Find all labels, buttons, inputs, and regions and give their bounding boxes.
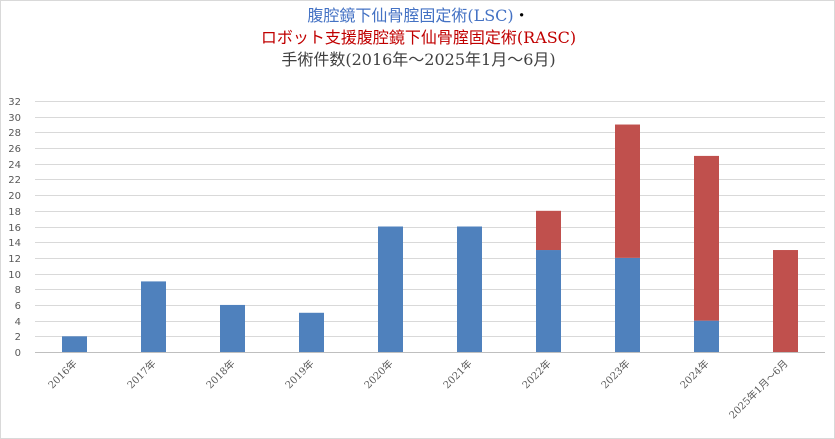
bar-lsc [615,257,640,352]
bar-lsc [378,226,403,352]
chart-title: 腹腔鏡下仙骨腟固定術(LSC)・ ロボット支援腹腔鏡下仙骨腟固定術(RASC) … [1,5,835,71]
bar-lsc [220,304,245,352]
y-tick-label: 26 [8,144,21,155]
title-separator: ・ [513,6,530,25]
y-tick-label: 32 [8,97,21,108]
x-tick-label: 2016年 [45,357,79,391]
x-tick-label: 2021年 [440,357,474,391]
title-lsc-text: 腹腔鏡下仙骨腟固定術(LSC) [307,6,514,25]
x-tick-label: 2017年 [124,357,158,391]
y-tick-label: 30 [8,113,21,124]
title-line-rasc: ロボット支援腹腔鏡下仙骨腟固定術(RASC) [260,28,577,47]
y-tick-label: 2 [15,332,21,343]
y-tick-label: 6 [15,301,21,312]
title-line-count: 手術件数(2016年～2025年1月～6月) [281,50,556,69]
x-tick-label: 2020年 [361,357,395,391]
gridlines [35,101,825,353]
title-line-lsc: 腹腔鏡下仙骨腟固定術(LSC)・ [1,5,835,27]
x-tick-label: 2018年 [203,357,237,391]
bar-lsc [694,320,719,352]
bar-rasc [694,155,719,321]
bar-lsc [141,281,166,352]
y-tick-label: 28 [8,128,21,139]
bars [62,124,798,352]
x-tick-label: 2023年 [598,357,632,391]
y-tick-label: 20 [8,191,21,202]
y-tick-label: 22 [8,175,21,186]
x-tick-label: 2019年 [282,357,316,391]
x-tick-label: 2024年 [677,357,711,391]
bar-rasc [615,124,640,258]
y-tick-label: 10 [8,270,21,281]
y-tick-label: 12 [8,254,21,265]
bar-lsc [457,226,482,352]
x-axis-ticks: 2016年 2017年 2018年 2019年 2020年 2021年 2022年 2023年… [45,357,790,421]
y-tick-label: 8 [15,285,21,296]
y-tick-label: 14 [8,238,21,249]
x-tick-label: 2025年1月～6月 [726,357,790,421]
bar-lsc [536,250,561,352]
bar-lsc [62,336,87,352]
y-tick-label: 4 [15,317,21,328]
bar-lsc [299,312,324,352]
y-tick-label: 0 [15,348,21,359]
y-tick-label: 18 [8,207,21,218]
x-tick-label: 2022年 [519,357,553,391]
bar-rasc [536,210,561,251]
bar-rasc [773,250,798,352]
y-tick-label: 24 [8,160,21,171]
y-tick-label: 16 [8,223,21,234]
